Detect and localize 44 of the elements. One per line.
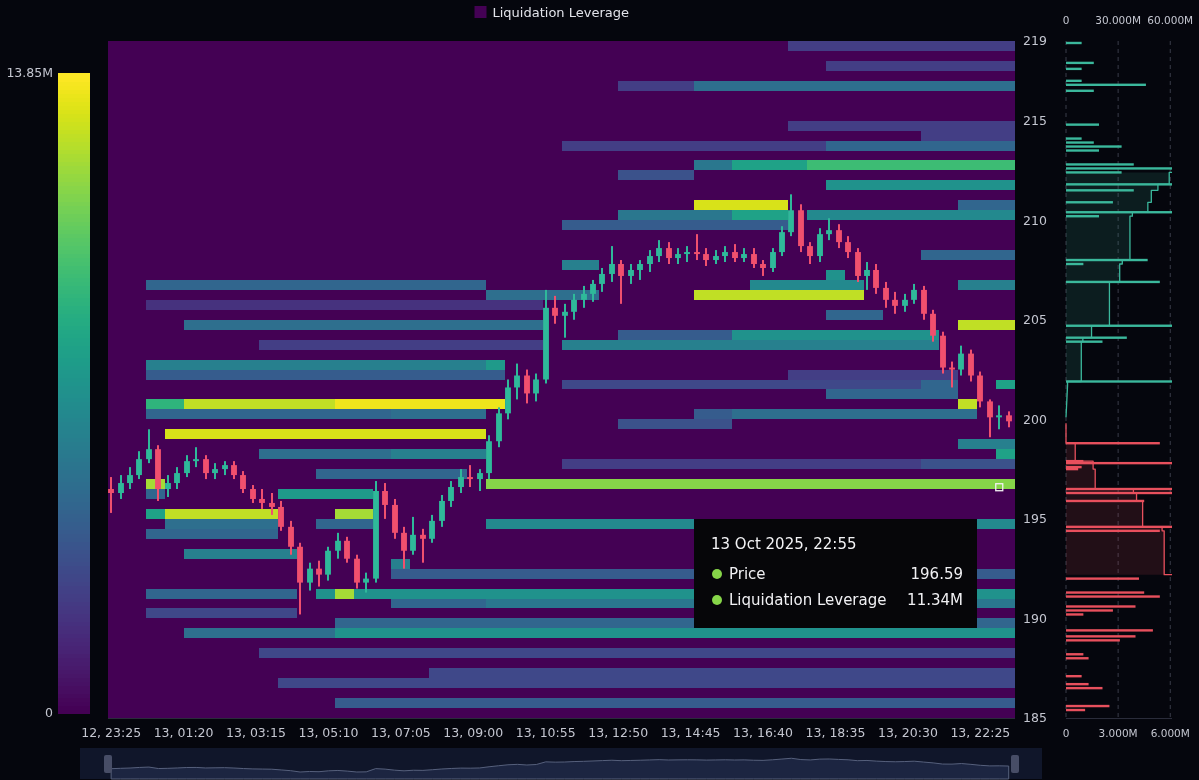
bar [1066, 167, 1172, 170]
x-tick-label: 13, 22:25 [950, 725, 1011, 740]
bar [1066, 635, 1136, 638]
color-bar-label: 13.85M [6, 65, 53, 81]
bar [1066, 629, 1153, 632]
x-tick-label: 6.000M [1150, 727, 1190, 739]
bar [1066, 123, 1100, 126]
y-tick-label: 219 [1023, 33, 1047, 49]
y-tick-label: 210 [1023, 212, 1047, 228]
annotation: 11.34M [907, 591, 963, 609]
bar [1066, 605, 1136, 608]
x-tick-label: 12, 23:25 [81, 725, 142, 740]
x-tick-label: 13, 05:10 [298, 725, 359, 740]
x2-tick-label: 60.000M [1147, 14, 1194, 26]
x2-tick-label: 30.000M [1095, 14, 1142, 26]
x-tick-label: 13, 07:05 [370, 725, 431, 740]
color-bar-title: Liquidation Leverage [492, 4, 629, 20]
y-tick-label: 205 [1023, 312, 1047, 328]
x-tick-label: 13, 20:30 [877, 725, 938, 740]
x-tick-label: 13, 10:55 [515, 725, 576, 740]
bar [1066, 189, 1134, 192]
y-tick-label: 195 [1023, 511, 1047, 527]
annotation: Liquidation Leverage [729, 591, 887, 609]
color-bar-label: 0 [45, 705, 54, 721]
y-tick-label: 215 [1023, 113, 1047, 129]
y-tick-label: 185 [1023, 710, 1047, 726]
annotation: Price [729, 565, 766, 583]
x-tick-label: 3.000M [1098, 727, 1138, 739]
x-tick-label: 13, 12:50 [588, 725, 649, 740]
bar [1066, 577, 1139, 580]
y-tick-label: 190 [1023, 610, 1047, 626]
x-tick-label: 13, 01:20 [153, 725, 214, 740]
annotation: 196.59 [910, 565, 963, 583]
x-tick-label: 13, 09:00 [443, 725, 504, 740]
annotation: 13 Oct 2025, 22:55 [711, 535, 857, 553]
x2-tick-label: 0 [1062, 14, 1070, 26]
x-tick-label: 13, 03:15 [226, 725, 286, 740]
x-tick-label: 13, 16:40 [733, 725, 794, 740]
x-tick-label: 13, 18:35 [805, 725, 866, 740]
bar [1066, 595, 1160, 598]
x-tick-label: 0 [1062, 727, 1070, 739]
x-tick-label: 13, 14:45 [660, 725, 721, 740]
bar [1066, 145, 1122, 148]
y-tick-label: 200 [1023, 411, 1047, 427]
